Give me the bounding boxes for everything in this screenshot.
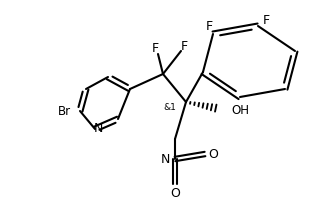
Text: Br: Br xyxy=(57,105,71,118)
Text: F: F xyxy=(152,42,159,55)
Text: O: O xyxy=(208,148,218,161)
Text: F: F xyxy=(180,39,187,52)
Text: F: F xyxy=(205,20,212,33)
Text: O: O xyxy=(170,187,180,200)
Text: N: N xyxy=(161,153,170,166)
Text: F: F xyxy=(262,13,269,26)
Text: N: N xyxy=(93,121,103,134)
Text: &1: &1 xyxy=(164,102,176,111)
Text: OH: OH xyxy=(231,103,249,116)
